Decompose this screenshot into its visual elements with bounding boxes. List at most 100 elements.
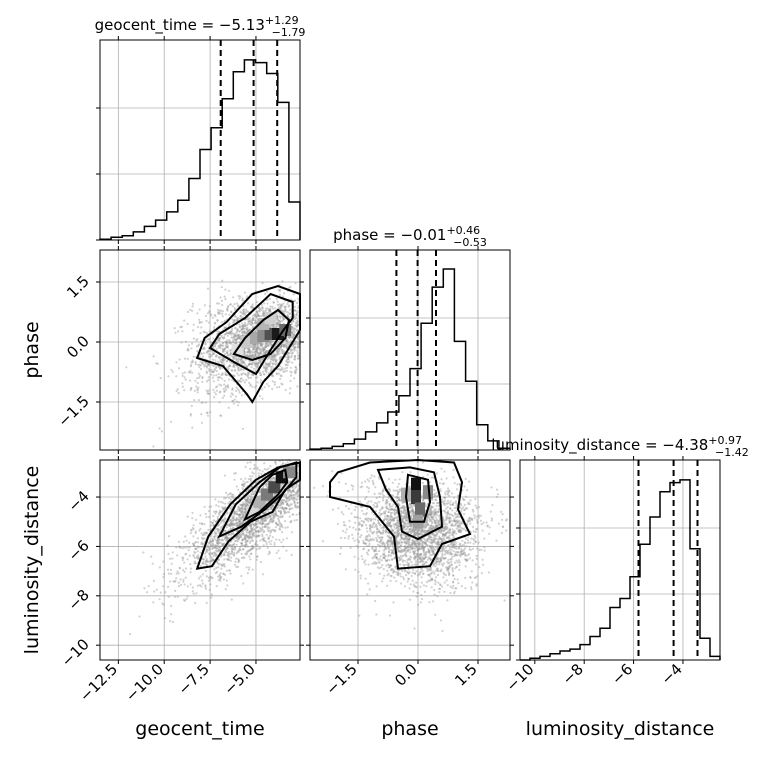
sample-point <box>285 550 287 552</box>
sample-point <box>201 537 203 539</box>
sample-point <box>211 545 213 547</box>
sample-point <box>277 550 279 552</box>
sample-point <box>238 336 240 338</box>
sample-point <box>222 508 224 510</box>
sample-point <box>260 372 262 374</box>
sample-point <box>224 380 226 382</box>
sample-point <box>201 381 203 383</box>
sample-point <box>255 545 257 547</box>
sample-point <box>456 488 458 490</box>
sample-point <box>251 536 253 538</box>
sample-point <box>234 561 236 563</box>
sample-point <box>215 521 217 523</box>
sample-point <box>192 543 194 545</box>
sample-point <box>201 422 203 424</box>
sample-point <box>241 394 243 396</box>
sample-point <box>192 329 194 331</box>
sample-point <box>212 515 214 517</box>
sample-point <box>250 478 252 480</box>
sample-point <box>197 554 199 556</box>
sample-point <box>167 545 169 547</box>
sample-point <box>279 369 281 371</box>
sample-point <box>198 399 200 401</box>
sample-point <box>170 369 172 371</box>
sample-point <box>263 537 265 539</box>
sample-point <box>242 538 244 540</box>
sample-point <box>287 526 289 528</box>
sample-point <box>226 584 228 586</box>
sample-point <box>231 547 233 549</box>
sample-point <box>249 468 251 470</box>
sample-point <box>240 542 242 544</box>
sample-point <box>218 501 220 503</box>
sample-point <box>297 357 299 359</box>
sample-point <box>297 494 299 496</box>
sample-point <box>260 473 262 475</box>
sample-point <box>293 497 295 499</box>
sample-point <box>164 591 166 593</box>
sample-point <box>238 401 240 403</box>
sample-point <box>279 557 281 559</box>
sample-point <box>259 528 261 530</box>
sample-point <box>194 380 196 382</box>
sample-point <box>284 527 286 529</box>
sample-point <box>249 317 251 319</box>
sample-point <box>216 354 218 356</box>
sample-point <box>222 342 224 344</box>
sample-point <box>209 305 211 307</box>
sample-point <box>224 289 226 291</box>
sample-point <box>244 553 246 555</box>
sample-point <box>359 517 361 519</box>
sample-point <box>215 533 217 535</box>
sample-point <box>269 343 271 345</box>
sample-point <box>234 540 236 542</box>
sample-point <box>238 330 240 332</box>
sample-point <box>286 537 288 539</box>
sample-point <box>288 306 290 308</box>
sample-point <box>280 321 282 323</box>
sample-point <box>297 506 299 508</box>
sample-point <box>256 301 258 303</box>
sample-point <box>231 599 233 601</box>
sample-point <box>215 348 217 350</box>
sample-point <box>233 403 235 405</box>
sample-point <box>210 596 212 598</box>
sample-point <box>235 520 237 522</box>
sample-point <box>296 368 298 370</box>
sample-point <box>236 372 238 374</box>
sample-point <box>257 364 259 366</box>
sample-point <box>220 572 222 574</box>
sample-point <box>261 307 263 309</box>
sample-point <box>218 376 220 378</box>
sample-point <box>217 516 219 518</box>
sample-point <box>277 319 279 321</box>
sample-point <box>231 496 233 498</box>
sample-point <box>251 547 253 549</box>
sample-point <box>226 579 228 581</box>
sample-point <box>190 365 192 367</box>
sample-point <box>244 505 246 507</box>
sample-point <box>290 350 292 352</box>
sample-point <box>269 341 271 343</box>
sample-point <box>199 361 201 363</box>
sample-point <box>285 347 287 349</box>
sample-point <box>245 379 247 381</box>
sample-point <box>160 377 162 379</box>
sample-point <box>235 522 237 524</box>
sample-point <box>213 396 215 398</box>
sample-point <box>288 336 290 338</box>
sample-point <box>289 516 291 518</box>
sample-point <box>291 362 293 364</box>
sample-point <box>261 398 263 400</box>
sample-point <box>239 380 241 382</box>
sample-point <box>241 553 243 555</box>
sample-point <box>241 512 243 514</box>
sample-point <box>278 373 280 375</box>
sample-point <box>216 302 218 304</box>
sample-point <box>250 524 252 526</box>
sample-point <box>203 347 205 349</box>
sample-point <box>200 340 202 342</box>
sample-point <box>192 527 194 529</box>
sample-point <box>175 375 177 377</box>
sample-point <box>208 580 210 582</box>
